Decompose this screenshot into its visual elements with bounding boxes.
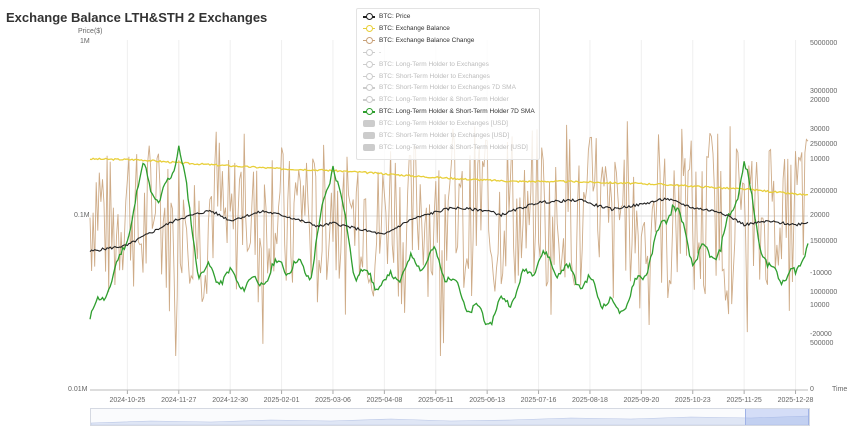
lth-sth-7d-sma-line [89,145,809,327]
legend-label: BTC: Short-Term Holder to Exchanges [379,72,490,80]
legend-item[interactable]: BTC: Exchange Balance Change [363,36,475,44]
legend-line-circle-icon [363,13,375,20]
chart-legend: BTC: Price BTC: Exchange Balance BTC: Exch… [356,8,540,160]
x-tick-label: 2025-07-16 [521,397,557,404]
right-axis-label: 5000000 [810,40,838,47]
left-axis-label-0.01m: 0.01M [68,386,88,393]
legend-line-circle-icon [363,108,375,116]
exchange-balance-line [89,157,809,196]
right-axis-label: -20000 [810,331,832,338]
x-tick-label: 2025-04-08 [366,397,402,404]
exchange-balance-change-line [89,121,809,357]
right-axis-label: 0 [810,386,814,393]
legend-line-circle-icon [363,96,375,104]
right-axis-label: 20000 [810,212,830,219]
legend-box-icon [363,143,375,151]
price-axis-unit: Price($) [78,28,103,35]
legend-line-circle-icon [363,60,375,68]
legend-label: BTC: Exchange Balance Change [379,36,475,44]
slider-selection-window[interactable] [745,409,809,425]
slider-preview [91,415,809,425]
x-axis: 2024-10-25 2024-11-27 2024-12-30 2025-02-01… [90,389,814,404]
time-range-slider[interactable] [90,408,810,426]
legend-item[interactable]: BTC: Long-Term Holder to Exchanges [363,60,489,68]
legend-box-icon [363,120,375,128]
right-axis-label: 30000 [810,126,830,133]
x-tick-label: 2025-05-11 [418,397,453,404]
legend-label: BTC: Long-Term Holder & Short-Term Holde… [379,143,528,151]
legend-line-circle-icon [363,84,375,92]
right-axis-label: 2000000 [810,188,838,195]
legend-item[interactable]: BTC: Short-Term Holder to Exchanges [USD… [363,132,509,139]
x-tick-label: 2025-03-06 [315,397,351,404]
left-axis-label-0.1m: 0.1M [74,212,90,219]
legend-box-icon [363,132,375,139]
legend-line-circle-icon [363,36,375,44]
legend-label: BTC: Short-Term Holder to Exchanges [USD… [379,132,510,139]
legend-item[interactable]: BTC: Long-Term Holder to Exchanges [USD] [363,120,508,128]
right-axis-label: 10000 [810,156,830,163]
legend-label: - [379,48,382,56]
right-axis-label: 500000 [810,340,834,347]
left-axis-label-1m: 1M [80,38,90,45]
x-tick-label: 2025-11-25 [726,397,761,404]
series-exchange-balance [89,157,809,196]
x-tick-label: 2024-12-30 [212,397,248,404]
right-axis-label: -10000 [810,270,832,277]
x-tick-label: 2025-06-13 [469,397,505,404]
legend-item[interactable]: BTC: Price [363,13,410,20]
legend-item[interactable]: - [363,48,382,56]
legend-label: BTC: Long-Term Holder & Short-Term Holde… [379,96,509,104]
legend-item[interactable]: BTC: Short-Term Holder to Exchanges [363,72,490,80]
legend-item[interactable]: BTC: Long-Term Holder & Short-Term Holde… [363,108,535,116]
right-axis-label: 1000000 [810,289,838,296]
x-tick-label: 2025-02-01 [264,397,300,404]
legend-label: BTC: Exchange Balance [379,24,450,32]
legend-item[interactable]: BTC: Long-Term Holder & Short-Term Holde… [363,143,528,151]
legend-label: BTC: Long-Term Holder to Exchanges [USD] [379,120,508,128]
legend-line-circle-icon [363,24,375,32]
legend-item[interactable]: BTC: Exchange Balance [363,24,450,32]
legend-label: BTC: Long-Term Holder to Exchanges [379,60,489,68]
x-tick-label: 2024-11-27 [161,397,196,404]
right-axis-label: 20000 [810,97,830,104]
series-btc-price [89,197,809,252]
legend-label: BTC: Price [379,13,411,20]
series-exchange-balance-change [89,121,809,357]
x-tick-label: 2025-10-23 [675,397,711,404]
chart-title: Exchange Balance LTH&STH 2 Exchanges [6,10,268,25]
legend-item[interactable]: BTC: Long-Term Holder & Short-Term Holde… [363,96,509,104]
legend-label: BTC: Short-Term Holder to Exchanges 7D S… [379,84,516,92]
legend-line-circle-icon [363,48,375,56]
right-axis-time-label: Time [832,386,848,393]
right-axis-label: 3000000 [810,88,838,95]
series-lth-sth-7d-sma [89,145,809,327]
right-axis-label: 10000 [810,302,830,309]
legend-item[interactable]: BTC: Short-Term Holder to Exchanges 7D S… [363,84,516,92]
x-tick-label: 2025-08-18 [572,397,608,404]
x-tick-label: 2024-10-25 [109,397,145,404]
right-axis-label: 2500000 [810,141,838,148]
x-tick-label: 2025-12-28 [778,397,814,404]
legend-line-circle-icon [363,72,375,80]
right-axis-label: 1500000 [810,238,838,245]
x-tick-label: 2025-09-20 [623,397,659,404]
btc-price-line [89,197,809,252]
legend-label: BTC: Long-Term Holder & Short-Term Holde… [379,108,535,116]
